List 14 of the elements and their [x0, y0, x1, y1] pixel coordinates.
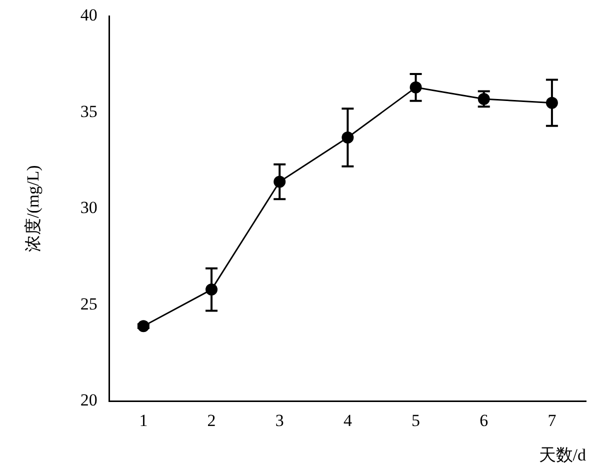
y-tick-label: 40	[80, 6, 98, 25]
x-tick-label: 2	[207, 410, 216, 430]
x-tick-label: 7	[548, 410, 557, 430]
x-tick-label: 5	[412, 410, 420, 430]
x-tick-label: 4	[343, 410, 352, 430]
y-tick-label: 30	[80, 198, 98, 218]
x-tick-label: 6	[480, 410, 488, 430]
y-tick-label: 25	[80, 294, 98, 314]
x-tick-label: 1	[139, 410, 148, 430]
y-tick-label: 35	[80, 102, 98, 121]
y-tick-label: 20	[80, 390, 98, 410]
x-tick-label: 3	[275, 410, 284, 430]
y-axis-title: 浓度/(mg/L)	[24, 165, 43, 252]
x-axis-title: 天数/d	[538, 445, 586, 464]
